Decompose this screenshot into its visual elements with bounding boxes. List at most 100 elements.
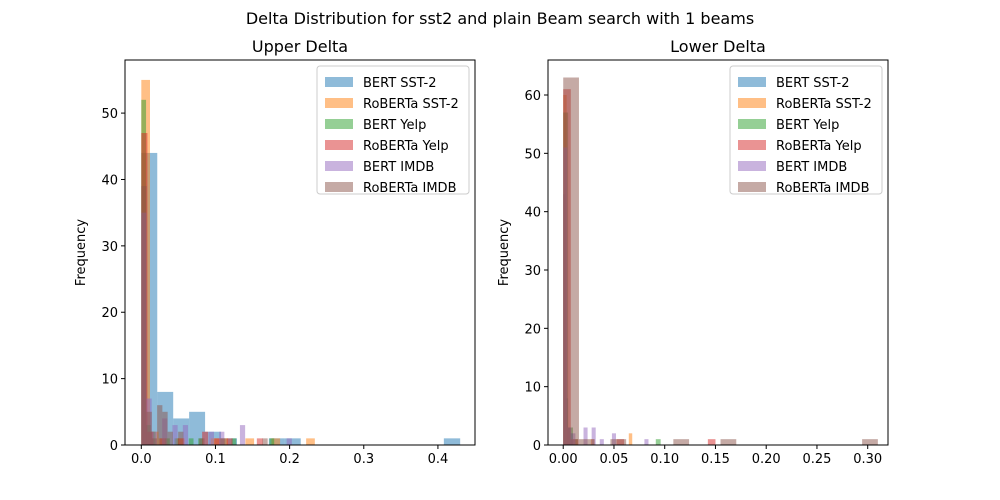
x-tick-label: 0.25 bbox=[802, 452, 831, 467]
legend-swatch bbox=[325, 182, 353, 192]
bar-upper-5 bbox=[146, 411, 152, 445]
legend-swatch bbox=[738, 161, 766, 171]
bar-upper-1 bbox=[245, 438, 255, 445]
y-tick-label: 50 bbox=[101, 107, 118, 122]
bar-upper-2 bbox=[231, 438, 237, 445]
legend-label: RoBERTa SST-2 bbox=[363, 97, 459, 112]
bar-upper-5 bbox=[262, 438, 268, 445]
x-tick-label: 0.10 bbox=[650, 452, 679, 467]
bar-upper-5 bbox=[199, 438, 205, 445]
y-tick-label: 60 bbox=[524, 89, 541, 104]
bar-lower-5 bbox=[563, 77, 579, 445]
y-tick-label: 30 bbox=[524, 264, 541, 279]
legend-swatch bbox=[325, 98, 353, 108]
y-tick-label: 0 bbox=[110, 439, 118, 454]
x-tick-label: 0.2 bbox=[279, 452, 300, 467]
bar-upper-5 bbox=[157, 405, 163, 445]
y-tick-label: 50 bbox=[524, 147, 541, 162]
y-tick-label: 0 bbox=[533, 439, 541, 454]
y-tick-label: 10 bbox=[524, 381, 541, 396]
legend-swatch bbox=[738, 140, 766, 150]
bar-upper-0 bbox=[284, 438, 301, 445]
bar-upper-3 bbox=[202, 431, 209, 445]
y-tick-label: 40 bbox=[524, 206, 541, 221]
bar-upper-4 bbox=[172, 425, 178, 445]
x-tick-label: 0.15 bbox=[701, 452, 730, 467]
bar-upper-5 bbox=[141, 186, 147, 445]
legend-swatch bbox=[325, 140, 353, 150]
y-tick-label: 20 bbox=[524, 322, 541, 337]
y-tick-label: 40 bbox=[101, 173, 118, 188]
legend-label: RoBERTa Yelp bbox=[776, 139, 862, 154]
bar-lower-5 bbox=[610, 439, 627, 445]
bar-upper-4 bbox=[286, 438, 292, 445]
bar-upper-2 bbox=[269, 438, 275, 445]
legend-swatch bbox=[738, 98, 766, 108]
bar-lower-3 bbox=[707, 439, 716, 445]
bar-lower-4 bbox=[591, 427, 596, 445]
bar-lower-5 bbox=[862, 439, 878, 445]
legend-label: BERT SST-2 bbox=[776, 76, 850, 91]
bar-upper-0 bbox=[189, 411, 206, 445]
axes-frame bbox=[124, 59, 476, 446]
bar-upper-3 bbox=[226, 438, 233, 445]
bar-upper-4 bbox=[208, 431, 214, 445]
legend-label: BERT Yelp bbox=[776, 118, 839, 133]
legend-swatch bbox=[738, 77, 766, 87]
legend-swatch bbox=[738, 119, 766, 129]
bar-lower-4 bbox=[599, 439, 604, 445]
legend: BERT SST-2 RoBERTa SST-2 BERT Yelp RoBERTa … bbox=[316, 65, 470, 196]
legend-label: BERT Yelp bbox=[363, 118, 426, 133]
bar-upper-4 bbox=[182, 425, 189, 445]
bar-upper-5 bbox=[178, 431, 184, 445]
legend-label: BERT IMDB bbox=[776, 160, 847, 175]
bar-upper-5 bbox=[167, 431, 173, 445]
x-tick-label: 0.20 bbox=[752, 452, 781, 467]
x-tick-label: 0.4 bbox=[428, 452, 449, 467]
x-tick-label: 0.05 bbox=[599, 452, 628, 467]
bar-upper-5 bbox=[151, 438, 158, 445]
x-tick-label: 0.30 bbox=[853, 452, 882, 467]
y-axis-label: Frequency bbox=[497, 219, 512, 286]
legend-swatch bbox=[738, 182, 766, 192]
bar-upper-5 bbox=[162, 411, 168, 445]
figure-suptitle: Delta Distribution for sst2 and plain Be… bbox=[246, 9, 754, 28]
bar-lower-5 bbox=[578, 439, 595, 445]
bar-upper-2 bbox=[188, 438, 194, 445]
subplot-title: Lower Delta bbox=[670, 37, 766, 56]
bar-upper-0 bbox=[443, 438, 461, 445]
legend-frame bbox=[316, 65, 470, 195]
bar-lower-4 bbox=[583, 427, 588, 445]
bar-upper-3 bbox=[256, 438, 263, 445]
legend-frame bbox=[729, 65, 883, 195]
legend-swatch bbox=[325, 161, 353, 171]
legend-swatch bbox=[325, 119, 353, 129]
legend-label: BERT SST-2 bbox=[363, 76, 437, 91]
legend-label: RoBERTa IMDB bbox=[776, 181, 870, 196]
legend-label: RoBERTa Yelp bbox=[363, 139, 449, 154]
upper-delta-subplot: 0.0 0.1 0.2 0.3 0.4 0 10 20 30 40 50 Upper Delta Fre… bbox=[74, 37, 476, 467]
legend-label: BERT IMDB bbox=[363, 160, 434, 175]
bar-upper-1 bbox=[271, 438, 281, 445]
bar-lower-4 bbox=[644, 439, 649, 445]
legend-swatch bbox=[325, 77, 353, 87]
bar-upper-1 bbox=[306, 438, 315, 445]
bar-upper-3 bbox=[214, 438, 221, 445]
x-tick-label: 0.0 bbox=[131, 452, 152, 467]
x-tick-label: 0.3 bbox=[353, 452, 374, 467]
y-axis-label: Frequency bbox=[74, 219, 89, 286]
y-tick-label: 10 bbox=[101, 373, 118, 388]
bar-upper-4 bbox=[239, 425, 246, 445]
bar-upper-5 bbox=[220, 438, 226, 445]
subplot-title: Upper Delta bbox=[252, 37, 348, 56]
x-tick-label: 0.00 bbox=[549, 452, 578, 467]
bar-lower-5 bbox=[673, 439, 690, 445]
lower-delta-subplot: 0.00 0.05 0.10 0.15 0.20 0.25 0.30 0 10 20 30 40 50 6… bbox=[497, 37, 889, 467]
y-tick-label: 30 bbox=[101, 240, 118, 255]
bar-lower-2 bbox=[655, 439, 661, 445]
axes-frame bbox=[547, 59, 889, 446]
x-tick-label: 0.1 bbox=[205, 452, 226, 467]
legend-label: RoBERTa IMDB bbox=[363, 181, 457, 196]
legend-label: RoBERTa SST-2 bbox=[776, 97, 872, 112]
